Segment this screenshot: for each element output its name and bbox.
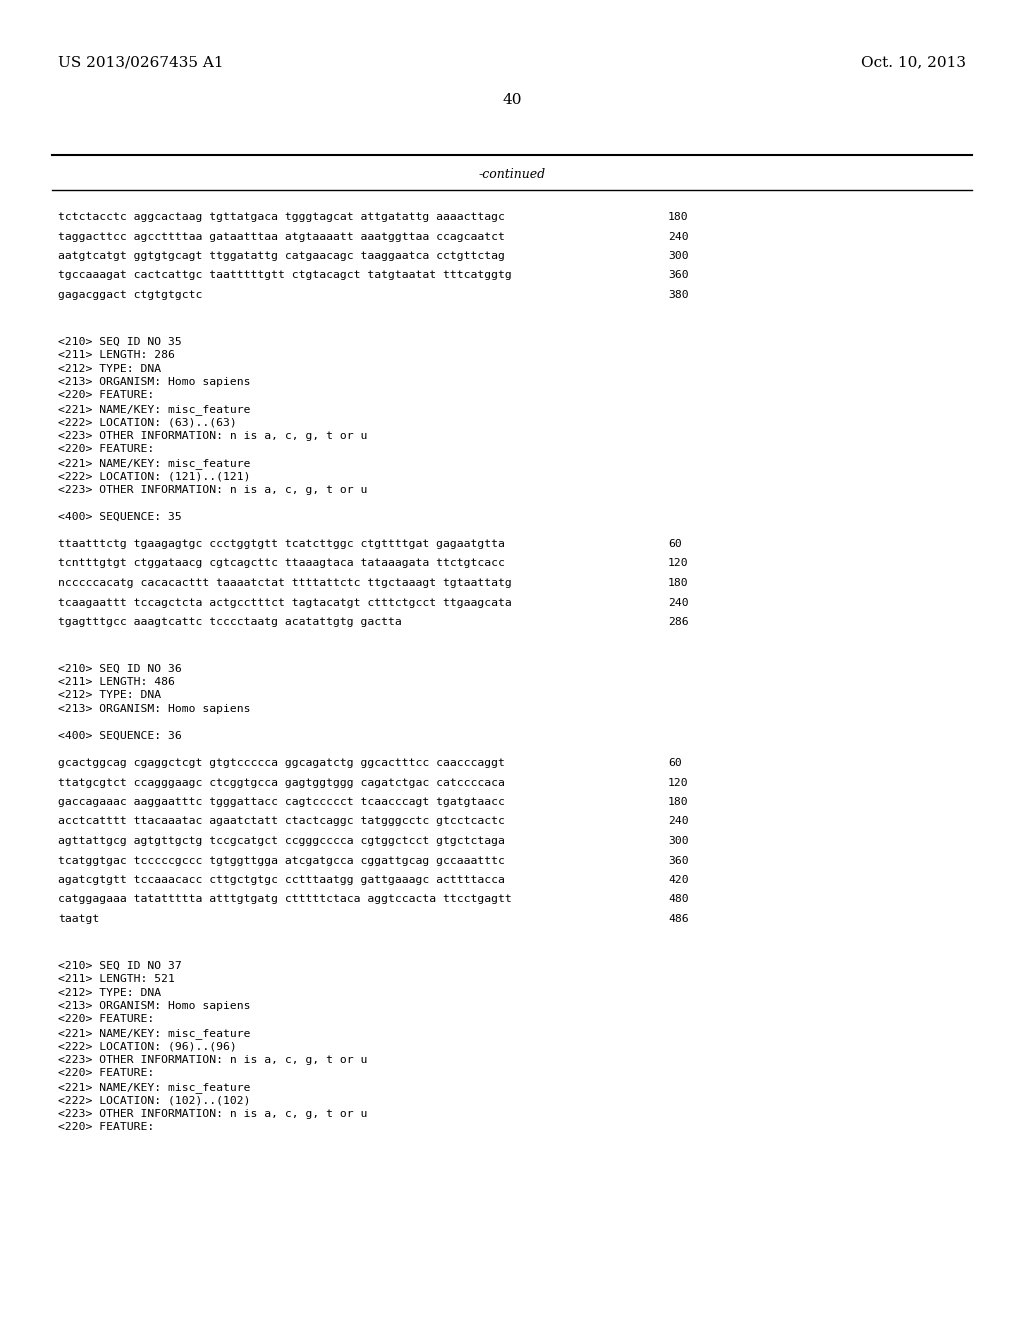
Text: <220> FEATURE:: <220> FEATURE: bbox=[58, 1015, 155, 1024]
Text: 120: 120 bbox=[668, 777, 688, 788]
Text: tcaagaattt tccagctcta actgcctttct tagtacatgt ctttctgcct ttgaagcata: tcaagaattt tccagctcta actgcctttct tagtac… bbox=[58, 598, 512, 607]
Text: <400> SEQUENCE: 36: <400> SEQUENCE: 36 bbox=[58, 731, 181, 741]
Text: gcactggcag cgaggctcgt gtgtccccca ggcagatctg ggcactttcc caacccaggt: gcactggcag cgaggctcgt gtgtccccca ggcagat… bbox=[58, 758, 505, 768]
Text: 300: 300 bbox=[668, 836, 688, 846]
Text: <400> SEQUENCE: 35: <400> SEQUENCE: 35 bbox=[58, 512, 181, 521]
Text: agttattgcg agtgttgctg tccgcatgct ccgggcccca cgtggctcct gtgctctaga: agttattgcg agtgttgctg tccgcatgct ccgggcc… bbox=[58, 836, 505, 846]
Text: 360: 360 bbox=[668, 271, 688, 281]
Text: <210> SEQ ID NO 37: <210> SEQ ID NO 37 bbox=[58, 961, 181, 970]
Text: 240: 240 bbox=[668, 598, 688, 607]
Text: catggagaaa tatattttta atttgtgatg ctttttctaca aggtccacta ttcctgagtt: catggagaaa tatattttta atttgtgatg ctttttc… bbox=[58, 895, 512, 904]
Text: <223> OTHER INFORMATION: n is a, c, g, t or u: <223> OTHER INFORMATION: n is a, c, g, t… bbox=[58, 432, 368, 441]
Text: <211> LENGTH: 286: <211> LENGTH: 286 bbox=[58, 350, 175, 360]
Text: Oct. 10, 2013: Oct. 10, 2013 bbox=[861, 55, 966, 69]
Text: 420: 420 bbox=[668, 875, 688, 884]
Text: <211> LENGTH: 521: <211> LENGTH: 521 bbox=[58, 974, 175, 983]
Text: US 2013/0267435 A1: US 2013/0267435 A1 bbox=[58, 55, 223, 69]
Text: 480: 480 bbox=[668, 895, 688, 904]
Text: <210> SEQ ID NO 35: <210> SEQ ID NO 35 bbox=[58, 337, 181, 346]
Text: tgccaaagat cactcattgc taatttttgtt ctgtacagct tatgtaatat tttcatggtg: tgccaaagat cactcattgc taatttttgtt ctgtac… bbox=[58, 271, 512, 281]
Text: aatgtcatgt ggtgtgcagt ttggatattg catgaacagc taaggaatca cctgttctag: aatgtcatgt ggtgtgcagt ttggatattg catgaac… bbox=[58, 251, 505, 261]
Text: taatgt: taatgt bbox=[58, 913, 99, 924]
Text: ncccccacatg cacacacttt taaaatctat ttttattctc ttgctaaagt tgtaattatg: ncccccacatg cacacacttt taaaatctat ttttat… bbox=[58, 578, 512, 587]
Text: <221> NAME/KEY: misc_feature: <221> NAME/KEY: misc_feature bbox=[58, 458, 251, 469]
Text: ttatgcgtct ccagggaagc ctcggtgcca gagtggtggg cagatctgac catccccaca: ttatgcgtct ccagggaagc ctcggtgcca gagtggt… bbox=[58, 777, 505, 788]
Text: 380: 380 bbox=[668, 290, 688, 300]
Text: <222> LOCATION: (63)..(63): <222> LOCATION: (63)..(63) bbox=[58, 417, 237, 428]
Text: <220> FEATURE:: <220> FEATURE: bbox=[58, 1068, 155, 1078]
Text: 180: 180 bbox=[668, 797, 688, 807]
Text: <220> FEATURE:: <220> FEATURE: bbox=[58, 391, 155, 400]
Text: <211> LENGTH: 486: <211> LENGTH: 486 bbox=[58, 677, 175, 686]
Text: 40: 40 bbox=[502, 92, 522, 107]
Text: 486: 486 bbox=[668, 913, 688, 924]
Text: <223> OTHER INFORMATION: n is a, c, g, t or u: <223> OTHER INFORMATION: n is a, c, g, t… bbox=[58, 484, 368, 495]
Text: 60: 60 bbox=[668, 539, 682, 549]
Text: <212> TYPE: DNA: <212> TYPE: DNA bbox=[58, 987, 161, 998]
Text: <221> NAME/KEY: misc_feature: <221> NAME/KEY: misc_feature bbox=[58, 404, 251, 414]
Text: tgagtttgcc aaagtcattc tcccctaatg acatattgtg gactta: tgagtttgcc aaagtcattc tcccctaatg acatatt… bbox=[58, 616, 401, 627]
Text: <223> OTHER INFORMATION: n is a, c, g, t or u: <223> OTHER INFORMATION: n is a, c, g, t… bbox=[58, 1055, 368, 1065]
Text: tctctacctc aggcactaag tgttatgaca tgggtagcat attgatattg aaaacttagc: tctctacctc aggcactaag tgttatgaca tgggtag… bbox=[58, 213, 505, 222]
Text: 180: 180 bbox=[668, 213, 688, 222]
Text: <212> TYPE: DNA: <212> TYPE: DNA bbox=[58, 363, 161, 374]
Text: <221> NAME/KEY: misc_feature: <221> NAME/KEY: misc_feature bbox=[58, 1028, 251, 1039]
Text: <222> LOCATION: (96)..(96): <222> LOCATION: (96)..(96) bbox=[58, 1041, 237, 1052]
Text: tcatggtgac tcccccgccc tgtggttgga atcgatgcca cggattgcag gccaaatttc: tcatggtgac tcccccgccc tgtggttgga atcgatg… bbox=[58, 855, 505, 866]
Text: <223> OTHER INFORMATION: n is a, c, g, t or u: <223> OTHER INFORMATION: n is a, c, g, t… bbox=[58, 1109, 368, 1119]
Text: 240: 240 bbox=[668, 817, 688, 826]
Text: gagacggact ctgtgtgctc: gagacggact ctgtgtgctc bbox=[58, 290, 203, 300]
Text: <212> TYPE: DNA: <212> TYPE: DNA bbox=[58, 690, 161, 701]
Text: <221> NAME/KEY: misc_feature: <221> NAME/KEY: misc_feature bbox=[58, 1082, 251, 1093]
Text: <213> ORGANISM: Homo sapiens: <213> ORGANISM: Homo sapiens bbox=[58, 378, 251, 387]
Text: tcntttgtgt ctggataacg cgtcagcttc ttaaagtaca tataaagata ttctgtcacc: tcntttgtgt ctggataacg cgtcagcttc ttaaagt… bbox=[58, 558, 505, 569]
Text: 360: 360 bbox=[668, 855, 688, 866]
Text: <213> ORGANISM: Homo sapiens: <213> ORGANISM: Homo sapiens bbox=[58, 1001, 251, 1011]
Text: acctcatttt ttacaaatac agaatctatt ctactcaggc tatgggcctc gtcctcactc: acctcatttt ttacaaatac agaatctatt ctactca… bbox=[58, 817, 505, 826]
Text: 286: 286 bbox=[668, 616, 688, 627]
Text: <213> ORGANISM: Homo sapiens: <213> ORGANISM: Homo sapiens bbox=[58, 704, 251, 714]
Text: 60: 60 bbox=[668, 758, 682, 768]
Text: 120: 120 bbox=[668, 558, 688, 569]
Text: <220> FEATURE:: <220> FEATURE: bbox=[58, 1122, 155, 1133]
Text: <222> LOCATION: (121)..(121): <222> LOCATION: (121)..(121) bbox=[58, 471, 251, 482]
Text: 180: 180 bbox=[668, 578, 688, 587]
Text: -continued: -continued bbox=[478, 169, 546, 181]
Text: agatcgtgtt tccaaacacc cttgctgtgc cctttaatgg gattgaaagc acttttacca: agatcgtgtt tccaaacacc cttgctgtgc cctttaa… bbox=[58, 875, 505, 884]
Text: <220> FEATURE:: <220> FEATURE: bbox=[58, 445, 155, 454]
Text: 300: 300 bbox=[668, 251, 688, 261]
Text: gaccagaaac aaggaatttc tgggattacc cagtccccct tcaacccagt tgatgtaacc: gaccagaaac aaggaatttc tgggattacc cagtccc… bbox=[58, 797, 505, 807]
Text: taggacttcc agccttttaa gataatttaa atgtaaaatt aaatggttaa ccagcaatct: taggacttcc agccttttaa gataatttaa atgtaaa… bbox=[58, 231, 505, 242]
Text: 240: 240 bbox=[668, 231, 688, 242]
Text: ttaatttctg tgaagagtgc ccctggtgtt tcatcttggc ctgttttgat gagaatgtta: ttaatttctg tgaagagtgc ccctggtgtt tcatctt… bbox=[58, 539, 505, 549]
Text: <222> LOCATION: (102)..(102): <222> LOCATION: (102)..(102) bbox=[58, 1096, 251, 1106]
Text: <210> SEQ ID NO 36: <210> SEQ ID NO 36 bbox=[58, 664, 181, 673]
